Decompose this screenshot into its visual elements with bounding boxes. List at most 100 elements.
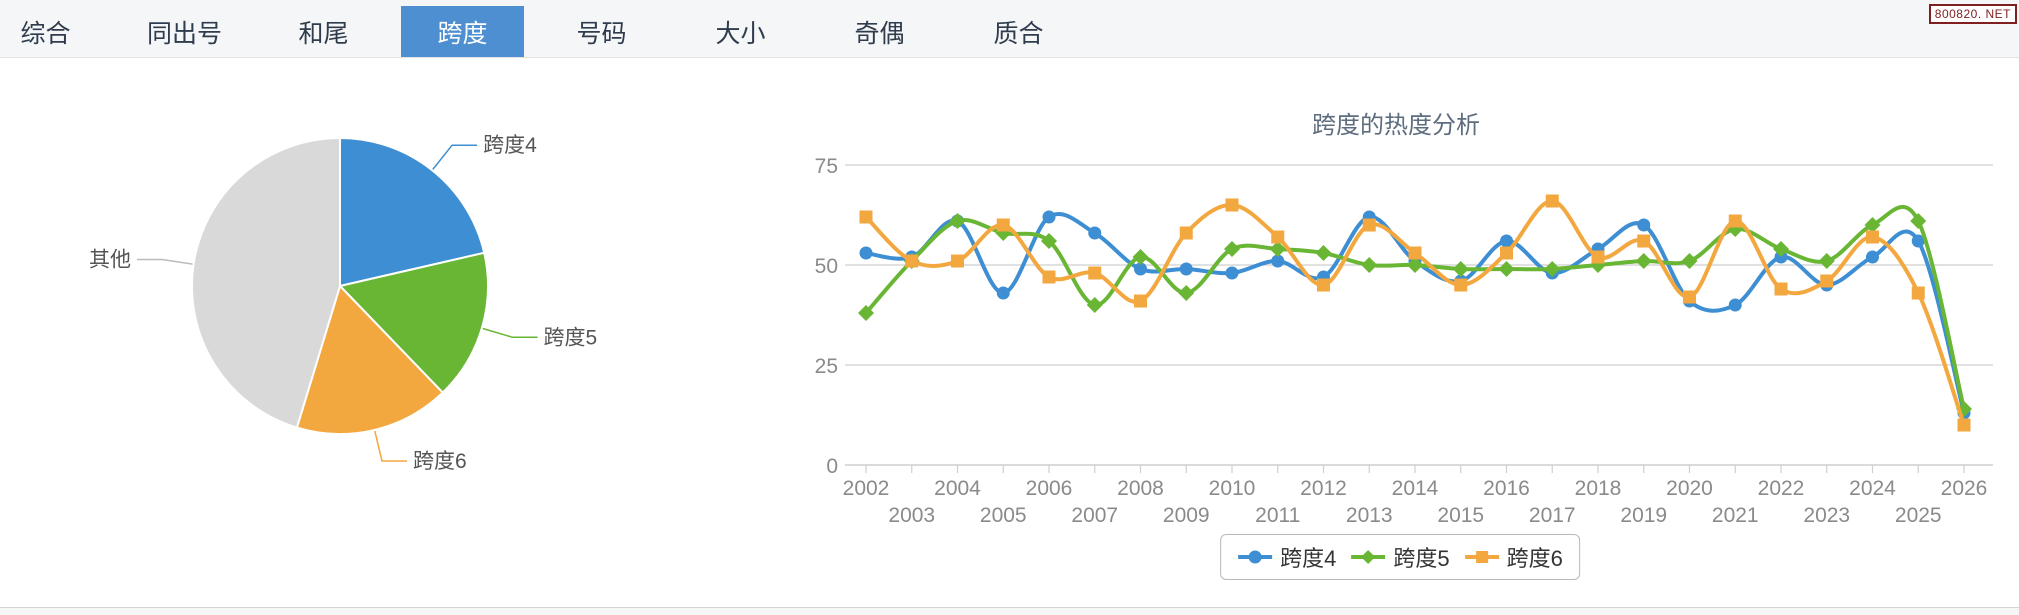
pie-slice-label-3: 其他	[89, 249, 131, 272]
marker-2-9	[1271, 230, 1285, 244]
marker-2-15	[1545, 194, 1559, 208]
marker-1-21	[1818, 253, 1835, 269]
marker-1-9	[1269, 241, 1286, 257]
marker-2-5	[1088, 266, 1102, 280]
x-tick-label-2013: 2013	[1346, 504, 1393, 527]
marker-1-0	[858, 305, 874, 321]
marker-0-22	[1866, 250, 1879, 264]
legend-item-0[interactable]: 跨度4	[1237, 541, 1336, 573]
marker-1-7	[1178, 285, 1195, 301]
pie-leader-1	[482, 327, 538, 339]
marker-1-15	[1544, 261, 1561, 277]
marker-1-13	[1452, 261, 1469, 277]
x-tick-label-2002: 2002	[843, 477, 890, 500]
marker-1-20	[1773, 241, 1789, 257]
x-tick-label-2018: 2018	[1575, 477, 1622, 500]
x-tick-label-2003: 2003	[888, 504, 935, 527]
marker-2-23	[1911, 286, 1925, 300]
tab-item-4[interactable]: 号码	[576, 19, 627, 48]
legend-diamond-icon	[1351, 550, 1386, 564]
y-tick-label-50: 50	[815, 255, 838, 278]
marker-2-11	[1362, 218, 1376, 232]
tab-item-0[interactable]: 综合	[20, 19, 71, 48]
marker-2-18	[1683, 290, 1696, 304]
x-tick-label-2007: 2007	[1071, 504, 1118, 527]
marker-1-14	[1498, 261, 1515, 277]
marker-2-10	[1317, 278, 1330, 292]
marker-2-0	[859, 210, 873, 224]
marker-0-14	[1500, 234, 1513, 248]
marker-2-2	[951, 254, 964, 268]
tab-list: 综合 同出号 和尾 跨度 号码 大小 奇偶 质合	[0, 0, 1096, 57]
marker-1-17	[1635, 253, 1652, 269]
marker-2-1	[905, 254, 919, 268]
legend-label-0: 跨度4	[1280, 546, 1337, 571]
tab-item-1[interactable]: 同出号	[146, 19, 222, 48]
marker-2-13	[1454, 278, 1468, 292]
x-tick-label-2009: 2009	[1163, 504, 1210, 527]
marker-2-8	[1225, 198, 1239, 212]
marker-0-19	[1728, 298, 1742, 312]
marker-2-22	[1866, 230, 1879, 244]
pie-slice-1[interactable]	[338, 251, 489, 395]
y-tick-label-25: 25	[815, 355, 838, 378]
marker-2-24	[1957, 418, 1971, 432]
pie-slice-3[interactable]	[190, 136, 341, 429]
marker-2-19	[1728, 214, 1742, 228]
marker-0-23	[1911, 234, 1925, 248]
marker-1-18	[1681, 253, 1698, 269]
marker-1-22	[1864, 217, 1881, 233]
x-tick-label-2004: 2004	[934, 477, 981, 500]
legend-label-1: 跨度5	[1393, 546, 1450, 571]
marker-2-3	[996, 218, 1010, 232]
x-tick-label-2020: 2020	[1666, 477, 1713, 500]
tab-item-6[interactable]: 奇偶	[854, 19, 905, 48]
y-tick-label-75: 75	[815, 155, 838, 178]
marker-1-12	[1407, 257, 1423, 273]
marker-0-6	[1134, 262, 1147, 276]
x-tick-label-2022: 2022	[1758, 477, 1805, 500]
x-tick-label-2025: 2025	[1895, 504, 1942, 527]
tab-item-3[interactable]: 跨度	[401, 6, 524, 57]
tab-item-5[interactable]: 大小	[715, 19, 766, 48]
marker-0-0	[859, 246, 873, 260]
chart-legend: 跨度4 跨度5 跨度6	[1220, 534, 1580, 580]
x-tick-label-2019: 2019	[1620, 504, 1667, 527]
footer-divider	[0, 607, 2019, 615]
x-tick-label-2016: 2016	[1483, 477, 1530, 500]
pie-slice-2[interactable]	[295, 284, 445, 435]
legend-item-1[interactable]: 跨度5	[1350, 541, 1450, 573]
x-tick-label-2024: 2024	[1849, 477, 1896, 500]
x-tick-label-2014: 2014	[1392, 477, 1439, 500]
watermark-badge: 800820. NET	[1928, 4, 2017, 24]
marker-1-6	[1132, 249, 1149, 265]
marker-2-4	[1042, 270, 1056, 284]
marker-0-4	[1042, 210, 1056, 224]
x-tick-label-2015: 2015	[1437, 504, 1484, 527]
marker-0-3	[996, 286, 1010, 300]
x-tick-label-2006: 2006	[1026, 477, 1073, 500]
marker-2-7	[1179, 226, 1193, 240]
legend-item-2[interactable]: 跨度6	[1464, 541, 1563, 573]
legend-label-2: 跨度6	[1506, 546, 1563, 571]
pie-chart: 跨度4 跨度5 跨度6 其他	[89, 134, 598, 473]
x-tick-label-2012: 2012	[1300, 477, 1347, 500]
marker-1-23	[1910, 213, 1927, 229]
marker-2-20	[1774, 282, 1788, 296]
series-line-1	[864, 205, 1966, 411]
pie-slice-label-2: 跨度6	[413, 450, 467, 473]
marker-1-10	[1315, 245, 1332, 261]
marker-2-17	[1637, 234, 1651, 248]
marker-1-8	[1224, 241, 1240, 257]
marker-1-5	[1086, 297, 1103, 313]
x-tick-label-2005: 2005	[980, 504, 1027, 527]
tab-item-2[interactable]: 和尾	[298, 19, 349, 48]
x-tick-label-2010: 2010	[1209, 477, 1256, 500]
marker-2-21	[1820, 274, 1834, 288]
marker-0-8	[1225, 266, 1239, 280]
series-line-0	[864, 212, 1966, 415]
pie-slice-label-1: 跨度5	[544, 326, 598, 349]
pie-leader-0	[432, 144, 478, 170]
pie-slice-0[interactable]	[339, 136, 486, 288]
tab-item-7[interactable]: 质合	[993, 19, 1044, 48]
